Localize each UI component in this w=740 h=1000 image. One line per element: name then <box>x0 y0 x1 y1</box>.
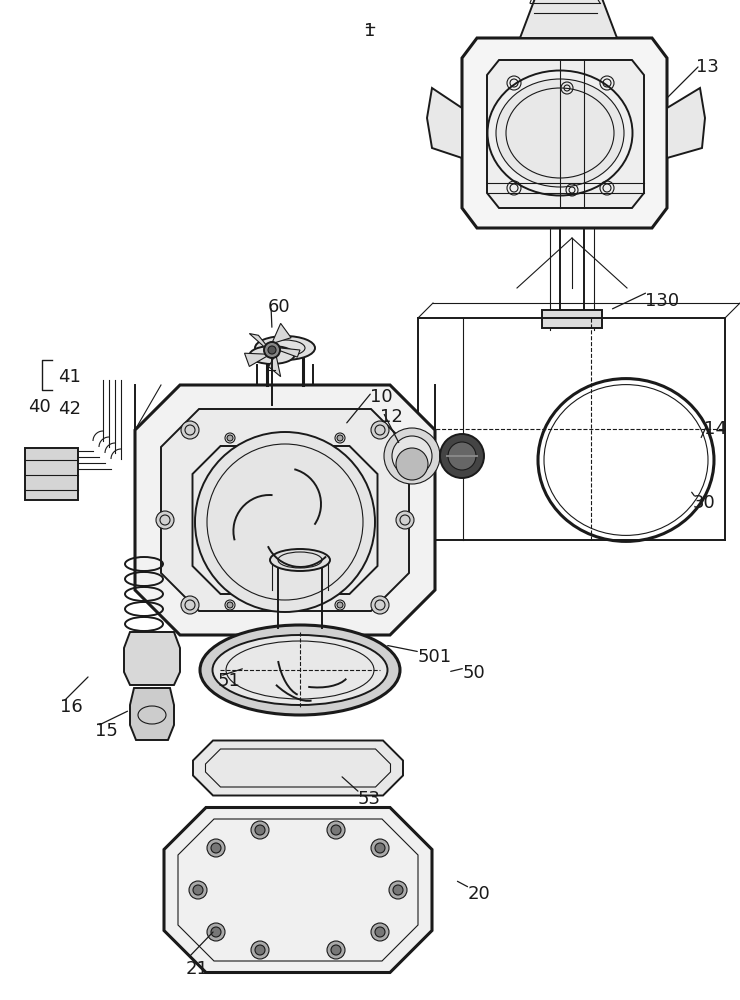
Ellipse shape <box>255 336 315 360</box>
Text: 16: 16 <box>60 698 83 716</box>
Polygon shape <box>193 740 403 796</box>
Ellipse shape <box>496 79 624 187</box>
Circle shape <box>255 945 265 955</box>
Circle shape <box>181 421 199 439</box>
Text: 21: 21 <box>186 960 209 978</box>
Polygon shape <box>25 448 78 500</box>
Text: 30: 30 <box>693 494 716 512</box>
Text: 10: 10 <box>370 388 393 406</box>
Circle shape <box>371 596 389 614</box>
Circle shape <box>389 881 407 899</box>
Circle shape <box>371 839 389 857</box>
Text: 40: 40 <box>28 398 51 416</box>
Polygon shape <box>244 353 267 366</box>
Circle shape <box>393 885 403 895</box>
Polygon shape <box>130 688 174 740</box>
Ellipse shape <box>212 635 388 705</box>
Polygon shape <box>249 334 266 347</box>
Text: 42: 42 <box>58 400 81 418</box>
Polygon shape <box>272 323 291 343</box>
Polygon shape <box>164 808 432 972</box>
Circle shape <box>227 435 233 441</box>
Circle shape <box>227 602 233 608</box>
Circle shape <box>268 346 276 354</box>
Circle shape <box>156 511 174 529</box>
Circle shape <box>327 821 345 839</box>
Circle shape <box>392 436 432 476</box>
Text: 41: 41 <box>58 368 81 386</box>
Circle shape <box>251 821 269 839</box>
Polygon shape <box>542 310 602 328</box>
Polygon shape <box>487 60 644 208</box>
Ellipse shape <box>270 549 330 571</box>
Text: 20: 20 <box>468 885 491 903</box>
Circle shape <box>371 421 389 439</box>
Polygon shape <box>427 88 462 158</box>
Text: 53: 53 <box>358 790 381 808</box>
Circle shape <box>331 945 341 955</box>
Circle shape <box>181 596 199 614</box>
Circle shape <box>396 511 414 529</box>
Polygon shape <box>462 38 667 228</box>
Circle shape <box>255 825 265 835</box>
Polygon shape <box>135 385 435 635</box>
Text: 130: 130 <box>645 292 679 310</box>
Circle shape <box>384 428 440 484</box>
Circle shape <box>193 885 203 895</box>
Polygon shape <box>161 409 409 611</box>
Circle shape <box>327 941 345 959</box>
Text: 501: 501 <box>418 648 452 666</box>
Circle shape <box>337 602 343 608</box>
Ellipse shape <box>488 70 633 196</box>
Circle shape <box>371 923 389 941</box>
Circle shape <box>264 342 280 358</box>
Circle shape <box>189 881 207 899</box>
Circle shape <box>337 435 343 441</box>
Circle shape <box>251 941 269 959</box>
Circle shape <box>375 927 385 937</box>
Polygon shape <box>269 357 280 377</box>
Polygon shape <box>280 348 300 357</box>
Polygon shape <box>520 0 617 38</box>
Text: 51: 51 <box>218 672 241 690</box>
Circle shape <box>211 843 221 853</box>
Circle shape <box>375 843 385 853</box>
Text: 15: 15 <box>95 722 118 740</box>
Ellipse shape <box>200 625 400 715</box>
Text: 12: 12 <box>380 408 403 426</box>
Text: 50: 50 <box>463 664 485 682</box>
Text: 1: 1 <box>364 22 376 40</box>
Circle shape <box>331 825 341 835</box>
Ellipse shape <box>249 346 295 364</box>
Circle shape <box>207 839 225 857</box>
Text: 14: 14 <box>704 420 727 438</box>
Circle shape <box>207 923 225 941</box>
Circle shape <box>396 448 428 480</box>
Circle shape <box>448 442 476 470</box>
Text: 60: 60 <box>268 298 291 316</box>
Polygon shape <box>667 88 705 158</box>
Polygon shape <box>124 632 180 685</box>
Circle shape <box>211 927 221 937</box>
Circle shape <box>440 434 484 478</box>
Text: 13: 13 <box>696 58 719 76</box>
Circle shape <box>195 432 375 612</box>
